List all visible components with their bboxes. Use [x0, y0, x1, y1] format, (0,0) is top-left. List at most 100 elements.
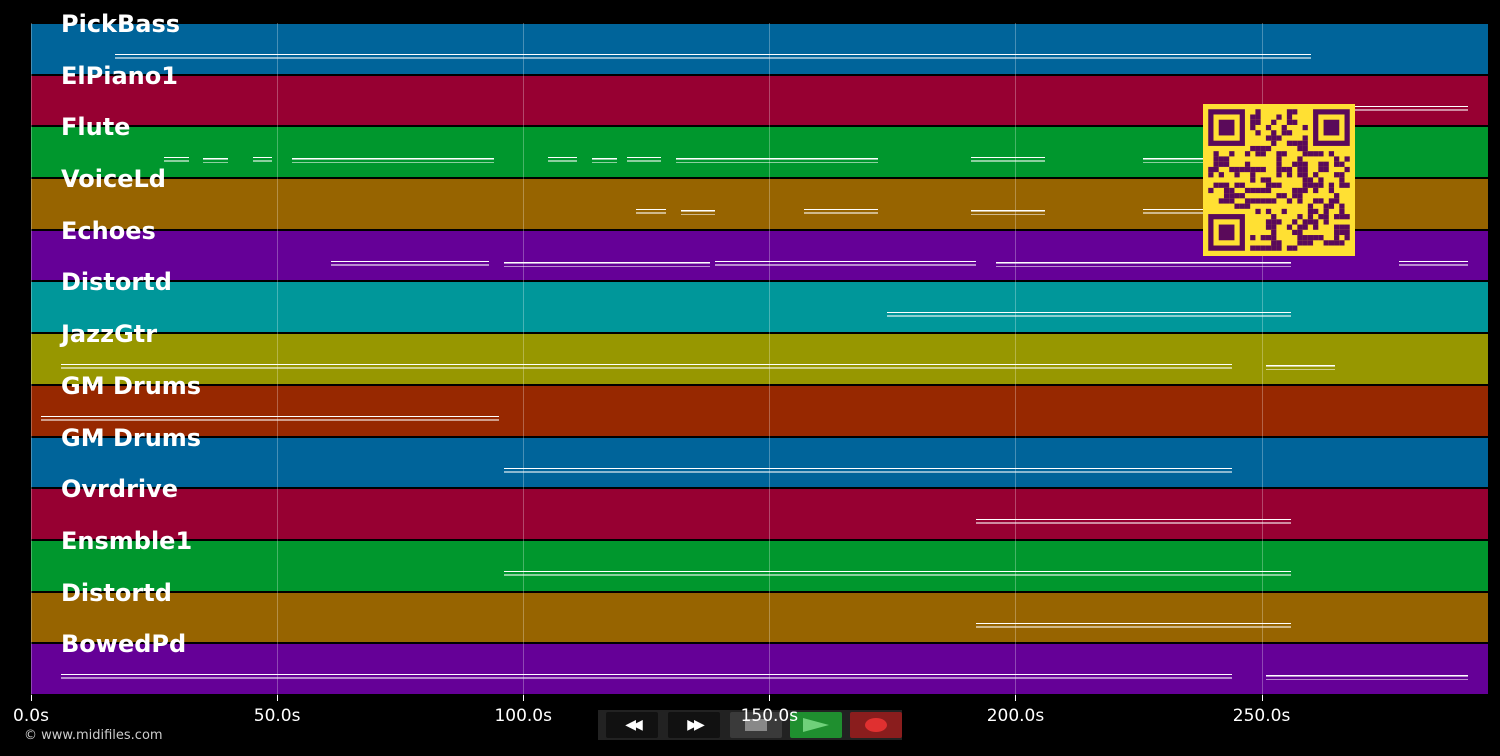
qr-module: [1318, 177, 1324, 183]
qr-module: [1339, 177, 1345, 183]
qr-module: [1313, 219, 1319, 225]
qr-module: [1302, 224, 1308, 230]
time-gridline: [523, 23, 525, 695]
qr-module: [1328, 198, 1335, 204]
qr-module: [1302, 151, 1308, 157]
qr-module: [1265, 219, 1272, 225]
qr-module: [1271, 198, 1277, 204]
qr-module: [1292, 193, 1298, 199]
qr-module: [1313, 235, 1319, 241]
qr-module: [1344, 235, 1350, 241]
qr-module: [1302, 140, 1308, 146]
qr-module: [1302, 235, 1308, 241]
tick-label: 250.0s: [1232, 706, 1291, 726]
qr-module: [1307, 214, 1314, 220]
fast-forward-button[interactable]: ▶▶: [668, 712, 720, 738]
qr-module: [1339, 208, 1345, 215]
qr-module: [1244, 187, 1251, 194]
qr-module: [1334, 240, 1340, 246]
note-segment: [40, 418, 499, 420]
track-lane[interactable]: Distortd: [31, 579, 1488, 643]
qr-module: [1255, 198, 1261, 204]
track-label: GM Drums: [61, 423, 202, 452]
track-lane[interactable]: PickBass: [31, 10, 1488, 74]
tick-label: 100.0s: [494, 706, 552, 726]
note-segment: [1335, 105, 1469, 107]
qr-module: [1334, 224, 1340, 230]
qr-module: [1213, 161, 1219, 167]
time-gridline: [769, 23, 771, 695]
note-segment: [971, 157, 1045, 159]
qr-module: [1218, 182, 1224, 188]
qr-module: [1276, 156, 1282, 162]
record-button[interactable]: [850, 712, 902, 738]
qr-module: [1229, 193, 1235, 199]
time-gridline: [1015, 23, 1017, 695]
note-segment: [60, 368, 1233, 370]
note-segment: [252, 160, 273, 162]
qr-module: [1255, 245, 1261, 251]
track-lane[interactable]: GM Drums: [31, 424, 1488, 488]
qr-module: [1276, 161, 1282, 167]
tick-mark: [1261, 695, 1263, 701]
qr-module: [1250, 166, 1256, 173]
qr-module: [1302, 135, 1308, 141]
note-segment: [1143, 158, 1208, 160]
qr-module: [1276, 219, 1282, 225]
qr-module: [1271, 224, 1277, 230]
qr-module: [1344, 156, 1350, 162]
rewind-icon: ◀◀: [625, 717, 642, 733]
qr-module: [1302, 240, 1308, 246]
qr-module: [1271, 182, 1277, 188]
note-segment: [60, 367, 1233, 369]
stop-button[interactable]: [730, 712, 782, 738]
track-lane[interactable]: Distortd: [31, 268, 1488, 333]
note-segment: [626, 157, 662, 159]
play-button[interactable]: [790, 712, 842, 738]
track-lane[interactable]: Ensmble1: [31, 527, 1488, 591]
note-segment: [503, 470, 1233, 472]
qr-module: [1286, 172, 1293, 178]
qr-module: [1265, 187, 1272, 194]
qr-module: [1334, 229, 1340, 236]
note-segment: [40, 415, 499, 417]
qr-module: [1265, 124, 1272, 131]
note-segment: [203, 158, 228, 160]
qr-module: [1250, 145, 1256, 152]
qr-module: [1307, 219, 1314, 225]
qr-module: [1213, 166, 1219, 173]
track-lane[interactable]: Ovrdrive: [31, 475, 1488, 539]
note-segment: [1266, 675, 1469, 677]
track-label: Ensmble1: [61, 526, 193, 555]
track-lane[interactable]: GM Drums: [31, 372, 1488, 436]
qr-module: [1260, 177, 1266, 183]
note-segment: [675, 158, 878, 160]
note-segment: [971, 211, 1045, 213]
qr-module: [1334, 156, 1340, 162]
qr-module: [1213, 182, 1219, 188]
qr-module: [1244, 198, 1251, 204]
qr-module: [1339, 161, 1345, 167]
qr-module: [1313, 182, 1319, 188]
qr-module: [1334, 172, 1340, 178]
track-lane[interactable]: JazzGtr: [31, 320, 1488, 384]
qr-module: [1344, 224, 1350, 230]
qr-module: [1271, 245, 1277, 251]
qr-module: [1276, 172, 1282, 178]
qr-module: [1318, 161, 1324, 167]
note-segment: [163, 160, 189, 162]
qr-module: [1313, 224, 1319, 230]
qr-module: [1271, 219, 1277, 225]
note-segment: [995, 262, 1292, 264]
qr-module: [1229, 151, 1235, 157]
track-lane[interactable]: BowedPd: [31, 630, 1488, 694]
qr-module: [1234, 193, 1240, 199]
qr-module: [1239, 203, 1245, 209]
note-segment: [1399, 260, 1469, 262]
qr-module: [1223, 198, 1230, 204]
rewind-button[interactable]: ◀◀: [606, 712, 658, 738]
qr-module: [1213, 151, 1219, 157]
qr-module: [1229, 198, 1235, 204]
qr-module: [1260, 187, 1266, 194]
note-segment: [976, 626, 1292, 628]
